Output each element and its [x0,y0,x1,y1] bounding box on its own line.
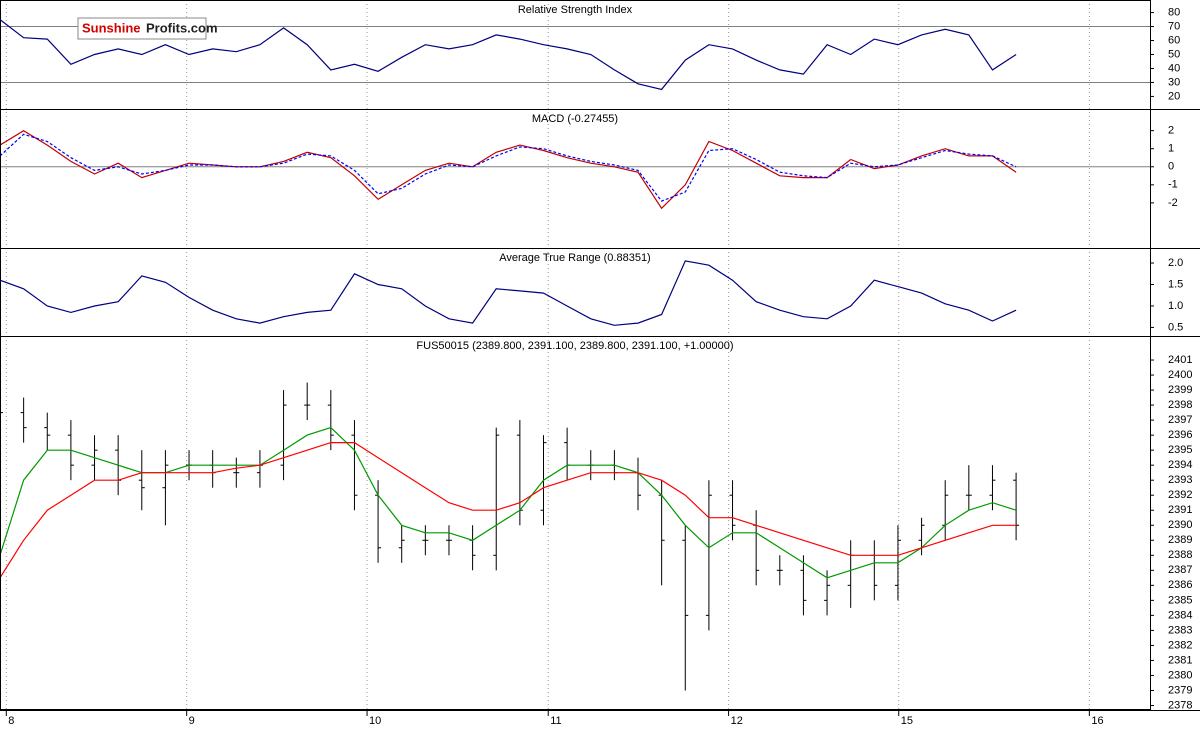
x-tick-label: 8 [8,715,14,727]
logo: Sunshine Profits.com [77,17,218,40]
x-tick-label: 10 [369,715,381,727]
y-tick-label: 20 [1168,90,1180,102]
series-line [0,133,1017,202]
series-line [0,442,1017,579]
y-tick-label: 2.0 [1168,257,1183,269]
y-tick-label: 2389 [1168,534,1192,546]
y-tick-label: 0 [1168,161,1174,173]
y-tick-label: 2388 [1168,549,1192,561]
y-tick-label: 60 [1168,34,1180,46]
y-tick-label: 1 [1168,143,1174,155]
x-tick-label: 12 [731,715,743,727]
frame-layer [0,0,1200,711]
y-tick-label: 40 [1168,62,1180,74]
y-tick-label: 2393 [1168,474,1192,486]
y-tick-label: 2381 [1168,654,1192,666]
y-tick-label: 2398 [1168,399,1192,411]
panel-title: FUS50015 (2389.800, 2391.100, 2389.800, … [416,340,733,352]
y-tick-label: 2396 [1168,429,1192,441]
y-tick-label: 50 [1168,48,1180,60]
panel-title: MACD (-0.27455) [532,113,618,125]
y-tick-label: 0.5 [1168,321,1183,333]
y-tick-label: 2386 [1168,579,1192,591]
y-tick-label: 2 [1168,125,1174,137]
y-tick-label: 2378 [1168,699,1192,711]
y-tick-label: 2391 [1168,504,1192,516]
series-line [0,260,1017,326]
y-tick-label: 1.5 [1168,278,1183,290]
panel-title: Average True Range (0.88351) [499,252,650,264]
logo-brand: Sunshine [82,20,141,35]
y-tick-label: 2400 [1168,369,1192,381]
y-tick-label: 2401 [1168,354,1192,366]
y-tick-label: -1 [1168,179,1178,191]
y-tick-label: 2384 [1168,609,1192,621]
y-tick-label: 2392 [1168,489,1192,501]
y-tick-label: 2397 [1168,414,1192,426]
series-line [0,426,1017,579]
x-tick-label: 9 [189,715,195,727]
y-tick-label: 2385 [1168,594,1192,606]
y-tick-label: -2 [1168,197,1178,209]
x-tick-label: 16 [1091,715,1103,727]
plot-frame [0,0,1151,710]
y-tick-label: 2399 [1168,384,1192,396]
panel-title: Relative Strength Index [518,4,633,16]
y-tick-label: 80 [1168,6,1180,18]
logo-box [77,17,207,40]
y-tick-label: 2382 [1168,639,1192,651]
y-tick-label: 2390 [1168,519,1192,531]
y-tick-label: 2383 [1168,624,1192,636]
y-tick-label: 2394 [1168,459,1192,471]
y-tick-label: 1.0 [1168,300,1183,312]
y-tick-label: 2380 [1168,669,1192,681]
y-tick-label: 30 [1168,76,1180,88]
series-line [0,129,1017,210]
y-tick-label: 2387 [1168,564,1192,576]
series-line [0,19,1017,91]
logo-suffix: Profits.com [146,20,218,35]
x-tick-label: 15 [901,715,913,727]
marks-layer: Relative Strength Index MACD (-0.27455) Av… [0,4,1020,691]
x-tick-label: 11 [550,715,561,727]
y-tick-label: 70 [1168,20,1180,32]
y-tick-label: 2395 [1168,444,1192,456]
y-tick-label: 2379 [1168,684,1192,696]
